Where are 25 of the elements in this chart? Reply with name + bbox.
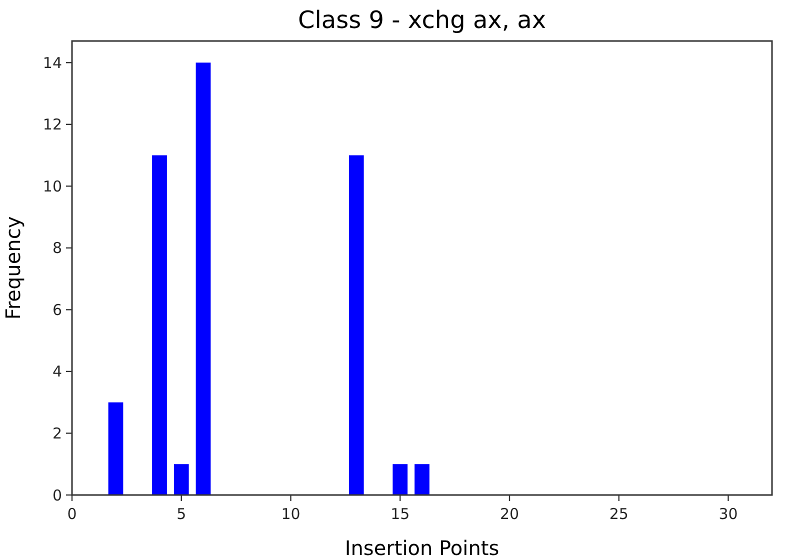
y-tick-label: 2	[52, 424, 62, 442]
bar	[392, 464, 408, 495]
y-axis-title: Frequency	[1, 216, 25, 320]
y-tick-label: 10	[42, 177, 62, 196]
x-tick-label: 25	[609, 505, 628, 523]
bar	[196, 62, 211, 495]
bar	[414, 464, 430, 495]
bar	[152, 155, 167, 495]
bar	[174, 464, 189, 495]
x-tick-label: 0	[67, 505, 77, 523]
x-tick-label: 30	[718, 505, 738, 523]
y-tick-label: 8	[52, 239, 62, 258]
x-tick-label: 10	[281, 505, 300, 523]
bar	[108, 402, 124, 495]
y-tick-label: 4	[52, 362, 62, 381]
chart-title: Class 9 - xchg ax, ax	[298, 6, 546, 34]
x-tick-label: 20	[500, 505, 520, 523]
y-tick-label: 12	[42, 116, 62, 134]
x-tick-label: 5	[176, 505, 186, 523]
x-tick-label: 15	[390, 505, 410, 523]
bar	[348, 155, 364, 495]
y-tick-label: 0	[52, 486, 62, 504]
x-axis-title: Insertion Points	[344, 536, 500, 559]
y-tick-label: 14	[42, 54, 62, 72]
y-tick-label: 6	[52, 300, 62, 319]
